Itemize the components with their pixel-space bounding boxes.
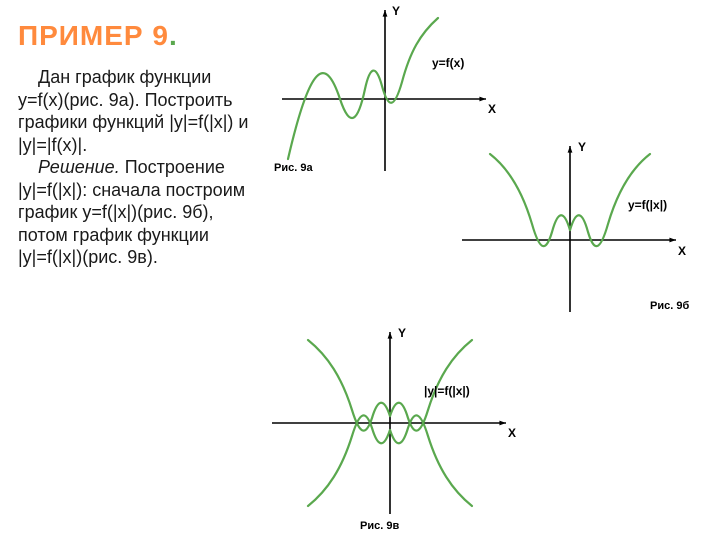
y-axis-label: Y bbox=[398, 326, 406, 340]
paragraph-1: Дан график функции y=f(x)(рис. 9а). Пост… bbox=[18, 67, 248, 155]
y-axis-label: Y bbox=[578, 140, 586, 154]
caption-9c: Рис. 9в bbox=[360, 520, 399, 532]
x-axis-label: X bbox=[488, 102, 496, 116]
heading-word: ПРИМЕР 9 bbox=[18, 20, 169, 51]
caption-9a: Рис. 9а bbox=[274, 162, 313, 174]
curve-label-9a: y=f(x) bbox=[432, 56, 464, 70]
curve-label-9c: |y|=f(|x|) bbox=[424, 384, 470, 398]
figure-9c: Y X |y|=f(|x|) Рис. 9в bbox=[260, 328, 520, 523]
caption-9b: Рис. 9б bbox=[650, 300, 689, 312]
curve-label-9b: y=f(|x|) bbox=[628, 198, 667, 212]
x-axis-label: X bbox=[678, 244, 686, 258]
chart-9b bbox=[450, 140, 690, 320]
y-axis-label: Y bbox=[392, 4, 400, 18]
problem-text: Дан график функции y=f(x)(рис. 9а). Пост… bbox=[18, 66, 252, 269]
x-axis-label: X bbox=[508, 426, 516, 440]
solution-lead: Решение. bbox=[38, 157, 120, 177]
figure-9b: Y X y=f(|x|) Рис. 9б bbox=[450, 140, 690, 325]
heading-example: ПРИМЕР 9. bbox=[18, 20, 252, 52]
chart-9c bbox=[260, 328, 520, 518]
heading-dot: . bbox=[169, 20, 178, 51]
